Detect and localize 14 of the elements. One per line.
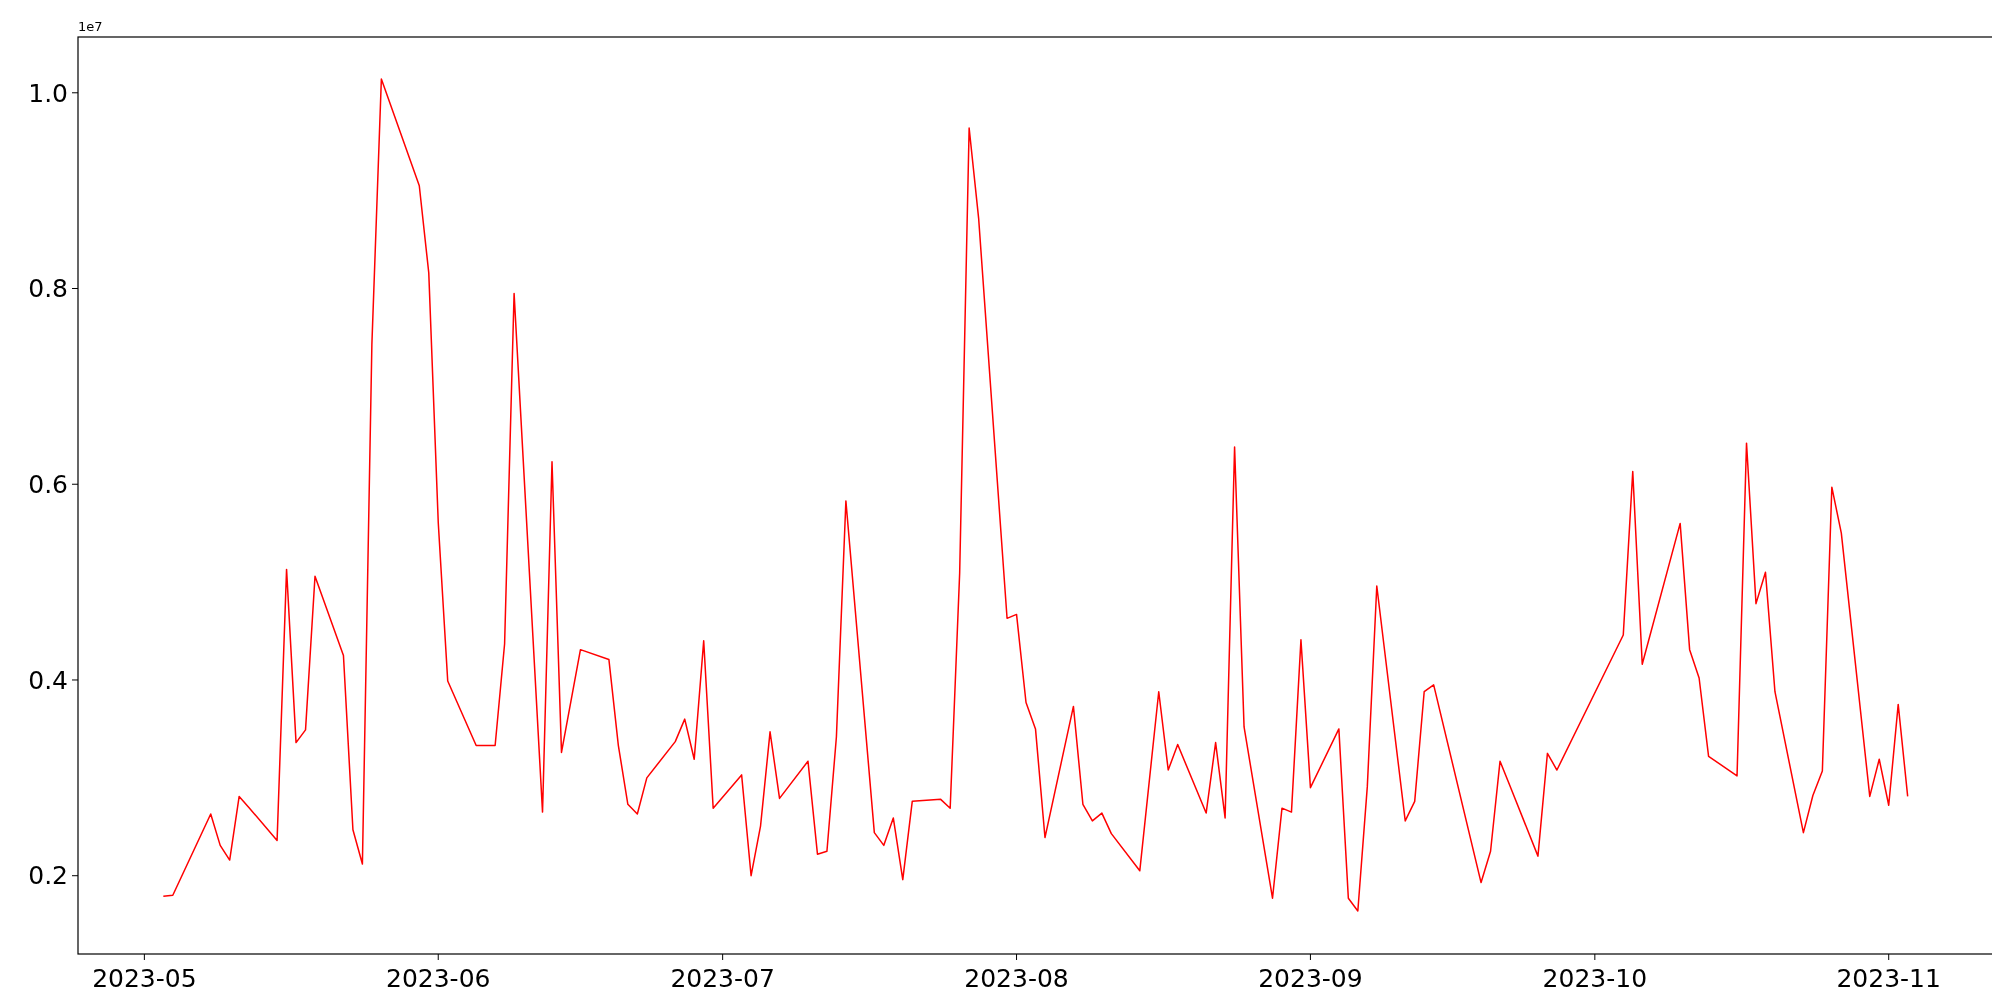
- text: 1e7: [78, 19, 103, 34]
- x-tick-label: 2023-06: [386, 964, 491, 993]
- y-tick-label: 0.2: [28, 861, 68, 891]
- x-tick-label: 2023-05: [92, 964, 197, 993]
- line-series: [162, 78, 1909, 912]
- x-tick-label: 2023-08: [964, 964, 1069, 993]
- x-tick-label: 2023-09: [1258, 964, 1363, 993]
- y-tick-label: 0.6: [28, 470, 68, 499]
- y-tick-label: 1.0: [28, 78, 68, 108]
- x-tick-label: 2023-10: [1542, 964, 1648, 993]
- x-tick-label: 2023-07: [670, 964, 775, 993]
- y-tick-label: 0.8: [28, 274, 68, 304]
- y-tick-label: 0.4: [28, 665, 68, 695]
- x-tick-label: 2023-11: [1836, 964, 1941, 993]
